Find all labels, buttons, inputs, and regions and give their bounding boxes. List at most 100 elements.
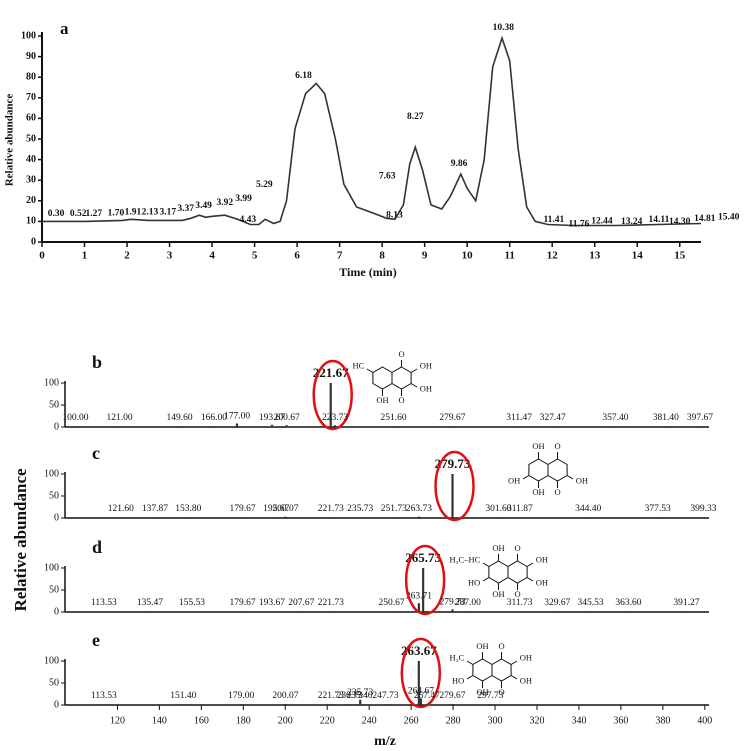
structure-bond (366, 368, 374, 373)
x-tick-label: 7 (337, 250, 343, 262)
structure-label: OH (476, 687, 488, 697)
y-tick-label: 50 (49, 584, 59, 595)
peak-label: 193.67 (259, 598, 285, 608)
peak-label: 193.67 (259, 413, 285, 423)
peak-label: 14.11 (648, 215, 669, 225)
x-tick-label: 300 (488, 715, 503, 726)
x-tick-label: 10 (462, 250, 474, 262)
y-tick-label: 0 (54, 421, 59, 432)
x-axis-title: Time (min) (339, 265, 396, 279)
peak-label: 8.27 (407, 112, 424, 122)
x-tick-label: 8 (379, 250, 385, 262)
y-tick-label: 90 (26, 51, 36, 62)
peak-label: 200.67 (274, 413, 300, 423)
peak-label: 135.47 (137, 598, 163, 608)
panel-title: e (92, 630, 100, 650)
y-tick-label: 50 (49, 677, 59, 688)
highlight-ring (404, 544, 446, 616)
peak-label: 2.13 (142, 207, 159, 217)
structure-label: OH (476, 641, 488, 651)
y-tick-label: 50 (49, 399, 59, 410)
peak-label: 235.73 (347, 504, 373, 514)
peak-label: 8.13 (386, 210, 403, 220)
structure-label: HC (352, 360, 364, 370)
y-tick-label: 50 (49, 490, 59, 501)
structure-ring (547, 458, 568, 482)
peak-label: 9.86 (451, 159, 468, 169)
peak-label: 399.33 (690, 504, 716, 514)
x-tick-label: 14 (632, 250, 644, 262)
x-tick-label: 5 (252, 250, 258, 262)
peak-label: 263.71 (406, 591, 432, 601)
structure-bond (526, 577, 534, 582)
peak-label: 311.87 (507, 504, 533, 514)
peak-label: 179.67 (230, 504, 256, 514)
y-tick-label: 40 (26, 154, 36, 165)
peak-label: 7.63 (379, 171, 396, 181)
peak-label: 137.87 (142, 504, 168, 514)
structure-label: O (398, 395, 404, 405)
peak-label: 11.41 (543, 215, 564, 225)
peak-label: 153.80 (175, 504, 201, 514)
x-tick-label: 240 (362, 715, 377, 726)
y-tick-label: 70 (26, 92, 36, 103)
peak-label: 3.49 (195, 201, 212, 211)
peak-label: 5.29 (256, 180, 273, 190)
structure-bond (526, 562, 534, 567)
peak-label: 177.00 (224, 412, 250, 422)
peak-label: 357.40 (602, 413, 628, 423)
peak-label: 113.53 (91, 691, 117, 701)
peak-label: 113.53 (91, 598, 117, 608)
x-tick-label: 3 (167, 250, 173, 262)
structure-label: OH (520, 652, 532, 662)
x-tick-label: 380 (655, 715, 670, 726)
structure-label: OH (536, 554, 548, 564)
structure-label: O (514, 543, 520, 553)
x-tick-label: 180 (236, 715, 251, 726)
y-tick-label: 100 (44, 562, 59, 573)
structure-ring (372, 366, 393, 390)
x-tick-label: 13 (589, 250, 601, 262)
y-axis-title: Relative abundance (4, 94, 16, 187)
peak-label: 3.92 (217, 198, 234, 208)
x-tick-label: 2 (124, 250, 130, 262)
structure-label: OH (420, 360, 432, 370)
structure-label: OH (520, 675, 532, 685)
structure-label: OH (508, 475, 520, 485)
peak-label: 0.52 (70, 209, 87, 219)
structure-bond (510, 660, 518, 665)
peak-label: 221.73 (318, 691, 344, 701)
x-tick-label: 0 (39, 250, 45, 262)
peak-label: 377.53 (645, 504, 671, 514)
structure-ring (507, 560, 528, 584)
shared-y-label: Relative abundance (11, 468, 30, 612)
peak-label: 381.40 (653, 413, 679, 423)
peak-label: 363.60 (615, 598, 641, 608)
x-tick-label: 11 (504, 250, 514, 262)
x-tick-label: 260 (404, 715, 419, 726)
peak-label: 250.67 (378, 598, 404, 608)
structure-label: OH (532, 441, 544, 451)
peak-label: 230.73 (337, 691, 363, 701)
peak-label: 11.76 (569, 219, 590, 229)
structure-label: OH (492, 589, 504, 599)
peak-label: 14.30 (669, 217, 691, 227)
peak-label: 1.27 (86, 209, 103, 219)
highlight-ring (312, 359, 353, 431)
y-tick-label: 0 (54, 699, 59, 710)
x-tick-label: 220 (320, 715, 335, 726)
structure-bond (410, 368, 418, 373)
structure-label: O (514, 589, 520, 599)
peak-label: 200.07 (272, 504, 298, 514)
peak-label: 279.67 (439, 691, 465, 701)
structure-label: OH (532, 487, 544, 497)
peak-label: 223.73 (322, 413, 348, 423)
structure-ring (472, 658, 493, 682)
peak-label: 195.67 (263, 504, 289, 514)
peak-label: 14.81 (694, 214, 716, 224)
structure-label: O (554, 441, 560, 451)
peak-label: 6.18 (295, 71, 312, 81)
x-tick-label: 360 (613, 715, 628, 726)
y-tick-label: 60 (26, 113, 36, 124)
peak-label: 235.40 (346, 691, 372, 701)
